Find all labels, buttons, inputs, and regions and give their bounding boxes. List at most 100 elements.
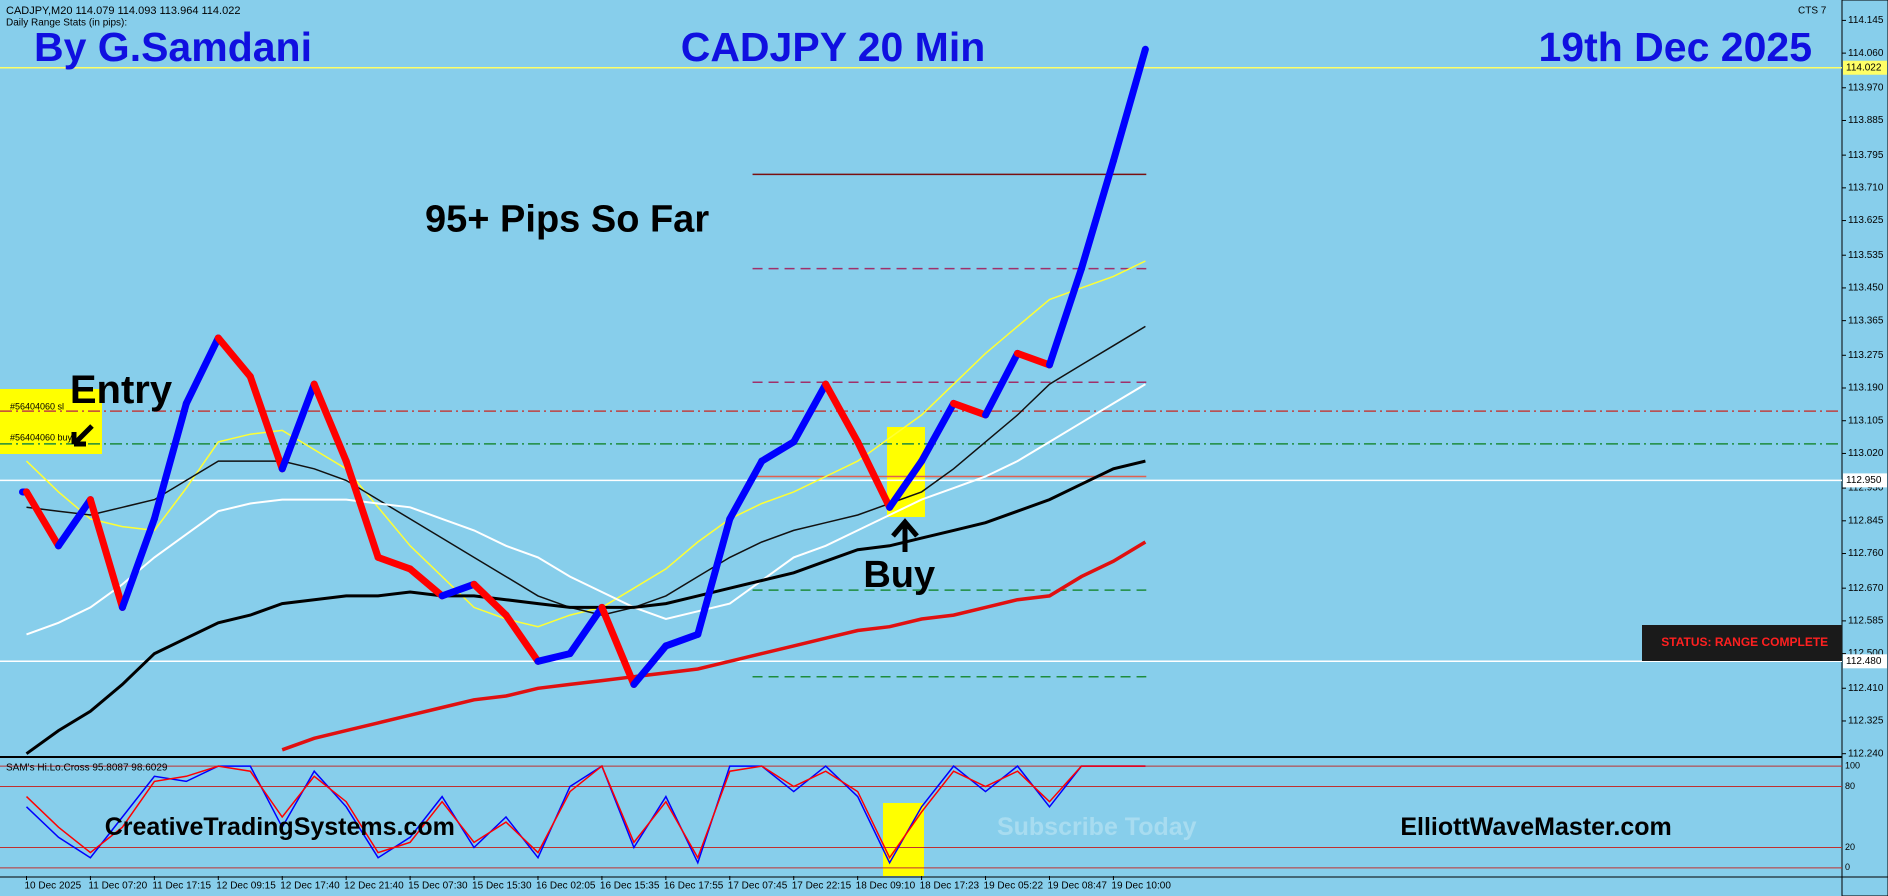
y-tick-label: 20 [1845, 842, 1855, 852]
price-segment [854, 438, 894, 511]
price-segment [822, 380, 862, 446]
x-tick-label: 17 Dec 22:15 [792, 881, 852, 892]
price-segment [950, 399, 990, 419]
level-label: 114.022 [1846, 62, 1882, 73]
level-badge [1843, 60, 1887, 75]
series-line [281, 540, 1147, 752]
price-segment [1045, 265, 1085, 369]
y-tick-label: 112.410 [1848, 683, 1884, 694]
annotation: CreativeTradingSystems.com [105, 813, 455, 841]
x-tick-label: 19 Dec 05:22 [984, 881, 1044, 892]
annotation: STATUS: RANGE COMPLETE [1661, 635, 1828, 649]
y-tick-label: 113.450 [1848, 283, 1884, 294]
price-segment [310, 380, 350, 465]
price-segment [182, 334, 222, 407]
date: 19th Dec 2025 [1538, 24, 1812, 70]
entry-arrow [71, 424, 94, 447]
y-tick-label: 112.930 [1848, 483, 1884, 494]
price-segment [502, 611, 542, 665]
y-tick-label: 0 [1845, 862, 1850, 872]
order-label: #56404060 buy [10, 432, 73, 442]
y-tick-label: 113.535 [1848, 250, 1884, 261]
annotation: 95+ Pips So Far [425, 199, 709, 241]
x-tick-label: 11 Dec 17:15 [152, 881, 211, 892]
price-segment [662, 630, 702, 650]
y-tick-label: 112.240 [1848, 748, 1884, 759]
oscillator-title: SAM's Hi.Lo.Cross 95.8087 98.6029 [6, 763, 168, 774]
price-segment [1109, 45, 1149, 165]
stats-title: Daily Range Stats (in pips): [6, 18, 127, 29]
series-line [26, 325, 1146, 616]
price-segment [22, 488, 62, 550]
price-segment [246, 372, 286, 473]
level-badge [1843, 654, 1887, 669]
price-axis [1841, 0, 1888, 896]
y-tick-label: 112.670 [1848, 583, 1884, 594]
author: By G.Samdani [34, 24, 312, 70]
series-line [25, 764, 1146, 860]
chart-title: CADJPY 20 Min [681, 24, 986, 70]
x-tick-label: 19 Dec 10:00 [1111, 881, 1171, 892]
price-segment [278, 380, 318, 473]
price-segment [982, 349, 1022, 419]
price-segment [566, 603, 606, 658]
x-tick-label: 17 Dec 07:45 [728, 881, 788, 892]
annotation: ElliottWaveMaster.com [1400, 813, 1671, 841]
x-tick-label: 16 Dec 02:05 [536, 881, 596, 892]
price-segment [470, 580, 510, 619]
price-segment [598, 603, 638, 688]
series-line [25, 764, 1146, 865]
x-tick-label: 12 Dec 17:40 [280, 881, 340, 892]
y-tick-label: 114.060 [1848, 48, 1884, 59]
price-segment [1077, 157, 1117, 273]
price-segment [438, 580, 478, 600]
price-segment [150, 399, 190, 523]
y-tick-label: 113.885 [1848, 115, 1884, 126]
price-segment [86, 496, 126, 611]
indicator-label: CTS 7 [1798, 6, 1827, 17]
y-tick-label: 113.275 [1848, 350, 1884, 361]
price-segment [342, 457, 382, 561]
annotation: Buy [863, 554, 935, 596]
x-tick-label: 16 Dec 15:35 [600, 881, 660, 892]
x-tick-label: 15 Dec 07:30 [408, 881, 468, 892]
y-tick-label: 113.710 [1848, 182, 1884, 193]
price-segment [118, 515, 158, 611]
x-tick-label: 10 Dec 2025 [24, 881, 81, 892]
y-tick-label: 113.795 [1848, 150, 1884, 161]
price-segment [54, 496, 94, 550]
status-box [1642, 625, 1842, 661]
price-segment [534, 650, 574, 665]
y-tick-label: 112.325 [1848, 716, 1884, 727]
y-tick-label: 113.020 [1848, 448, 1884, 459]
price-segment [694, 515, 734, 638]
plot-layer [18, 45, 1149, 865]
y-tick-label: 100 [1845, 760, 1860, 770]
price-segment [1014, 349, 1053, 369]
price-segment [758, 438, 798, 465]
x-tick-label: 12 Dec 21:40 [344, 881, 404, 892]
y-tick-label: 112.760 [1848, 548, 1884, 559]
series-line [26, 383, 1146, 636]
x-tick-label: 19 Dec 08:47 [1047, 881, 1107, 892]
y-tick-label: 113.190 [1848, 383, 1884, 394]
x-tick-label: 18 Dec 17:23 [920, 881, 980, 892]
series-line [25, 459, 1146, 755]
buy-arrow [891, 518, 919, 552]
x-tick-label: 18 Dec 09:10 [856, 881, 916, 892]
y-tick-label: 113.970 [1848, 82, 1884, 93]
price-segment [214, 334, 254, 380]
order-label: #56404060 sl [10, 401, 64, 411]
y-tick-label: 113.105 [1848, 415, 1884, 426]
price-segment [630, 642, 670, 688]
y-tick-label: 112.585 [1848, 616, 1884, 627]
overlay-layer: CADJPY,M20 114.079 114.093 113.964 114.0… [6, 5, 1887, 892]
price-segment [406, 565, 446, 600]
y-tick-label: 113.625 [1848, 215, 1884, 226]
x-tick-label: 12 Dec 09:15 [216, 881, 276, 892]
price-segment [374, 553, 414, 573]
x-tick-label: 16 Dec 17:55 [664, 881, 724, 892]
price-segment [918, 399, 958, 465]
